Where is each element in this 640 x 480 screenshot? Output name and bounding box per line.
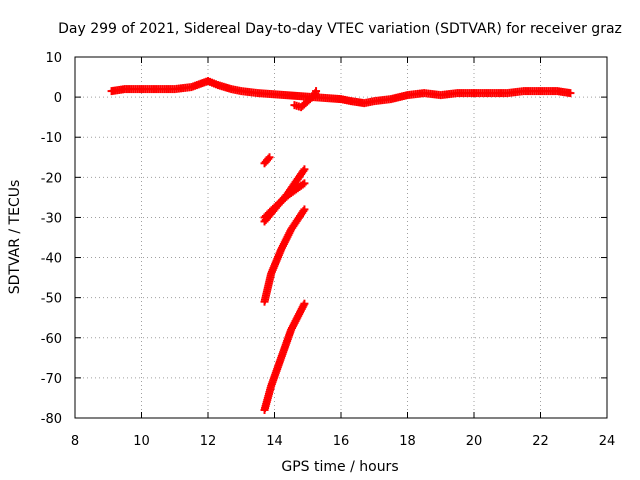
grid-lines xyxy=(75,57,607,418)
data-point xyxy=(298,180,307,189)
chart-title: Day 299 of 2021, Sidereal Day-to-day VTE… xyxy=(58,21,622,37)
y-tick-label: -50 xyxy=(41,292,62,307)
x-tick-label: 14 xyxy=(266,434,283,449)
y-tick-label: 0 xyxy=(54,91,62,106)
y-tick-label: 10 xyxy=(45,51,62,66)
axis-ticks xyxy=(74,56,608,419)
data-point xyxy=(566,89,575,98)
x-tick-label: 22 xyxy=(532,434,549,449)
data-point xyxy=(300,205,309,214)
data-point xyxy=(300,299,309,308)
y-tick-labels: 10 0 -10 -20 -30 -40 -50 -60 -70 -80 xyxy=(41,51,62,427)
x-tick-label: 12 xyxy=(200,434,217,449)
x-tick-label: 8 xyxy=(71,434,79,449)
x-tick-label: 10 xyxy=(133,434,150,449)
x-tick-label: 20 xyxy=(466,434,483,449)
x-tick-labels: 8 10 12 14 16 18 20 22 24 xyxy=(71,434,615,449)
x-tick-label: 24 xyxy=(599,434,616,449)
y-tick-label: -60 xyxy=(41,332,62,347)
data-point xyxy=(300,165,309,174)
y-tick-label: -20 xyxy=(41,171,62,186)
data-points xyxy=(107,77,575,414)
y-tick-label: -40 xyxy=(41,252,62,267)
y-tick-label: -70 xyxy=(41,372,62,387)
y-tick-label: -30 xyxy=(41,211,62,226)
data-point xyxy=(312,87,321,96)
data-point xyxy=(300,179,309,188)
data-point xyxy=(265,153,274,162)
data-point xyxy=(264,154,273,163)
y-axis-label: SDTVAR / TECUs xyxy=(7,180,23,295)
y-tick-label: -10 xyxy=(41,131,62,146)
data-point xyxy=(299,166,308,175)
x-axis-label: GPS time / hours xyxy=(281,459,398,475)
y-tick-label: -80 xyxy=(41,412,62,427)
x-tick-label: 16 xyxy=(333,434,350,449)
x-tick-label: 18 xyxy=(399,434,416,449)
